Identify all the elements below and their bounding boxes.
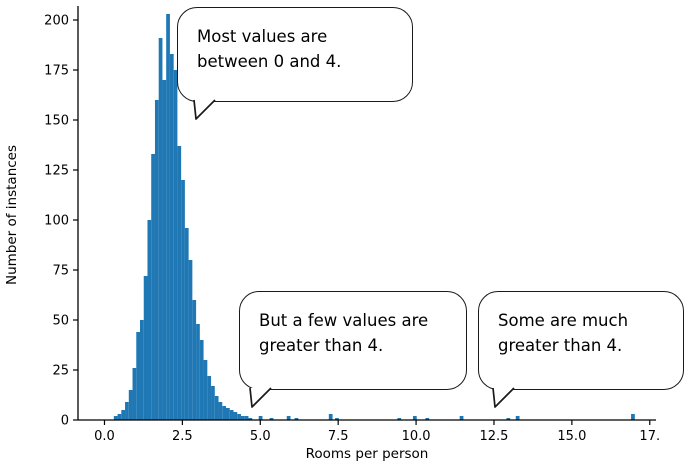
annotation-text: Some are much greater than 4. xyxy=(498,311,629,355)
histogram-bar xyxy=(218,402,223,420)
y-tick-label: 175 xyxy=(44,64,69,79)
histogram-bar xyxy=(162,80,167,420)
histogram-bar xyxy=(233,412,238,420)
y-tick-label: 50 xyxy=(52,314,69,329)
histogram-bar xyxy=(211,386,215,420)
histogram-bar xyxy=(117,414,122,420)
histogram-bar xyxy=(181,180,185,420)
histogram-outlier-bar xyxy=(328,414,333,420)
annotation-callout-few-values: But a few values are greater than 4. xyxy=(239,291,467,408)
histogram-bar xyxy=(140,320,144,420)
x-tick-label: 7.5 xyxy=(328,429,349,444)
y-tick-label: 25 xyxy=(52,364,69,379)
y-tick-label: 150 xyxy=(44,114,69,129)
histogram-bar xyxy=(248,418,253,420)
histogram-bar xyxy=(244,416,249,420)
histogram-bar xyxy=(192,300,197,420)
histogram-outlier-bar xyxy=(506,418,511,420)
histogram-bar xyxy=(121,410,126,420)
histogram-bar xyxy=(196,324,200,420)
y-tick-label: 125 xyxy=(44,164,69,179)
y-tick-label: 200 xyxy=(44,14,69,29)
histogram-bar xyxy=(125,402,129,420)
annotation-callout-much-greater: Some are much greater than 4. xyxy=(478,291,684,408)
histogram-bar xyxy=(132,368,137,420)
y-axis-title: Number of instances xyxy=(4,145,20,285)
histogram-bar xyxy=(184,228,189,420)
histogram-bar xyxy=(188,260,193,420)
callout-tail-icon xyxy=(193,99,216,120)
x-tick-label: 0.0 xyxy=(94,429,115,444)
histogram-bar xyxy=(203,360,208,420)
histogram-bar xyxy=(151,154,155,420)
histogram-bar xyxy=(214,396,219,420)
histogram-bar xyxy=(237,414,241,420)
histogram-bar xyxy=(166,14,170,420)
histogram-outlier-bar xyxy=(412,416,417,420)
annotation-text: But a few values are greater than 4. xyxy=(259,311,429,355)
histogram-bar xyxy=(229,410,234,420)
histogram-bar xyxy=(113,416,118,420)
histogram-outlier-bar xyxy=(397,418,402,420)
x-tick-label: 12.5 xyxy=(479,429,508,444)
bars-group xyxy=(113,14,635,420)
histogram-outlier-bar xyxy=(459,416,464,420)
histogram-outlier-bar xyxy=(286,416,291,420)
callout-tail-icon xyxy=(249,387,272,408)
x-tick-label: 15.0 xyxy=(557,429,586,444)
histogram-bar xyxy=(199,340,204,420)
y-tick-label: 0 xyxy=(61,414,69,429)
x-tick-label: 10.0 xyxy=(402,429,431,444)
histogram-outlier-bar xyxy=(258,416,263,420)
histogram-bar xyxy=(173,70,178,420)
x-tick-label: 2.5 xyxy=(172,429,193,444)
histogram-bar xyxy=(222,406,227,420)
histogram-bar xyxy=(177,146,182,420)
histogram-outlier-bar xyxy=(294,418,299,420)
annotation-callout-most-values: Most values are between 0 and 4. xyxy=(177,7,413,120)
histogram-bar xyxy=(128,390,133,420)
histogram-bar xyxy=(143,276,148,420)
x-tick-label: 5.0 xyxy=(250,429,271,444)
callout-tail-icon xyxy=(492,387,515,408)
histogram-bar xyxy=(226,408,230,420)
x-axis-title: Rooms per person xyxy=(306,446,429,462)
y-tick-label: 100 xyxy=(44,214,69,229)
histogram-bar xyxy=(147,220,152,420)
histogram-outlier-bar xyxy=(269,418,274,420)
histogram-bar xyxy=(207,376,212,420)
annotation-text: Most values are between 0 and 4. xyxy=(197,27,342,71)
histogram-outlier-bar xyxy=(425,418,430,420)
axes-group: 0.0 2.5 5.0 7.5 10.0 12.5 15.0 17. 0 25 50 75 100 125… xyxy=(4,6,660,462)
histogram-outlier-bar xyxy=(335,418,339,420)
histogram-bar xyxy=(136,332,141,420)
histogram-bar xyxy=(169,54,174,420)
histogram-bar xyxy=(158,38,163,420)
histogram-bar xyxy=(240,416,245,420)
histogram-bar xyxy=(154,100,159,420)
histogram-outlier-bar xyxy=(515,416,520,420)
y-tick-label: 75 xyxy=(52,264,69,279)
histogram-outlier-bar xyxy=(631,414,635,420)
x-tick-label: 17. xyxy=(639,429,660,444)
